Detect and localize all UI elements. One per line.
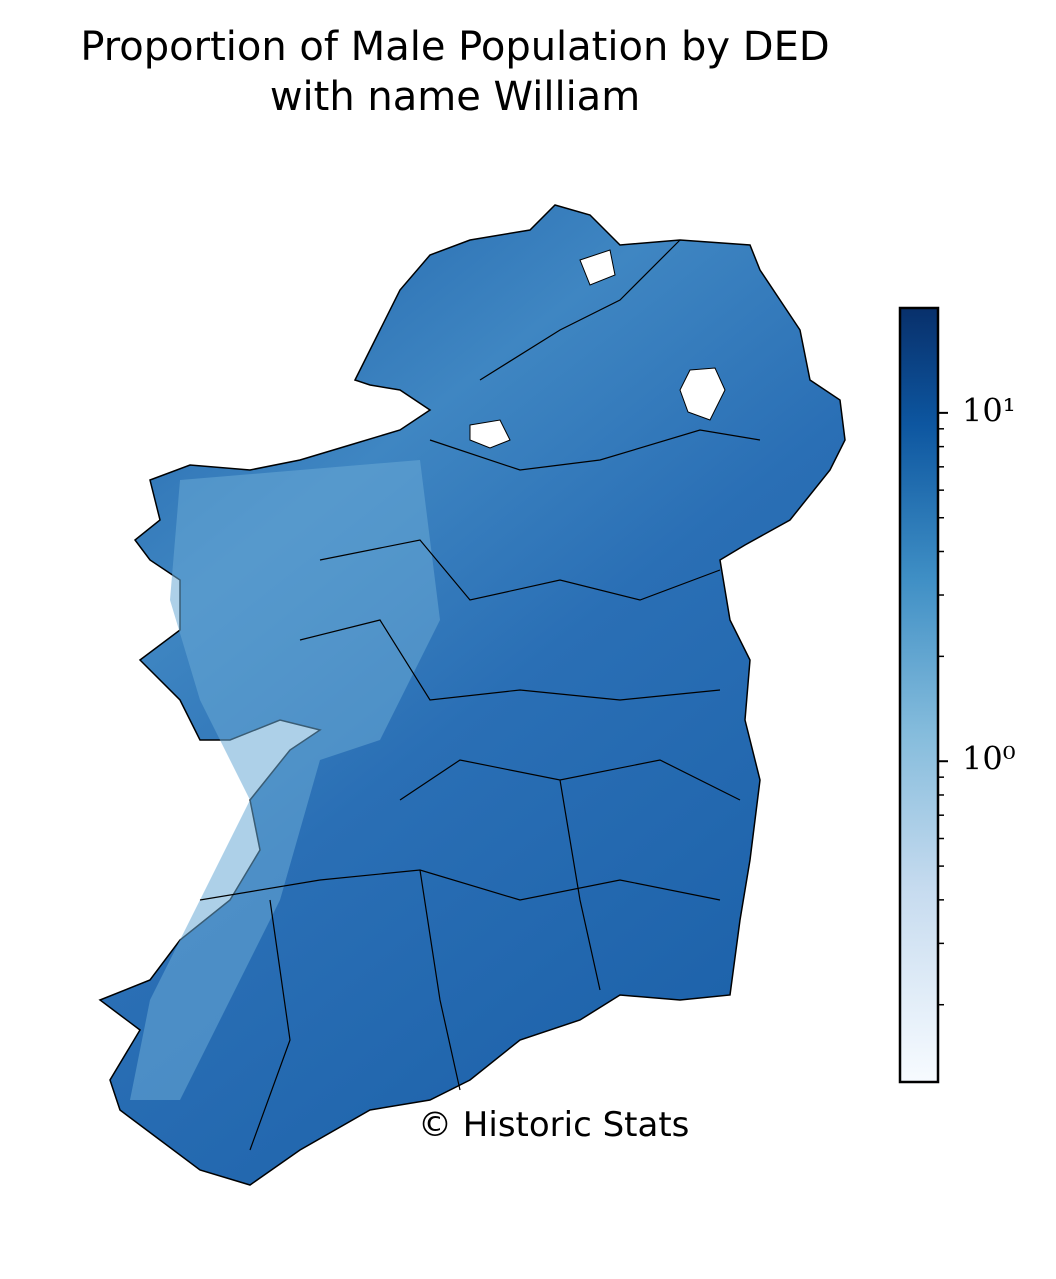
map-lake (469, 419, 511, 449)
colorbar-tick-label: 10¹ (962, 391, 1016, 429)
map-lake (679, 367, 726, 421)
chart-title: Proportion of Male Population by DED wit… (80, 24, 830, 120)
county-borders (199, 239, 761, 1151)
map-west-light (130, 460, 440, 1100)
map-lake (579, 249, 616, 286)
credit: © Historic Stats (418, 1105, 689, 1145)
colorbar (898, 306, 940, 1084)
colorbar-tick-label: 10⁰ (962, 740, 1016, 778)
